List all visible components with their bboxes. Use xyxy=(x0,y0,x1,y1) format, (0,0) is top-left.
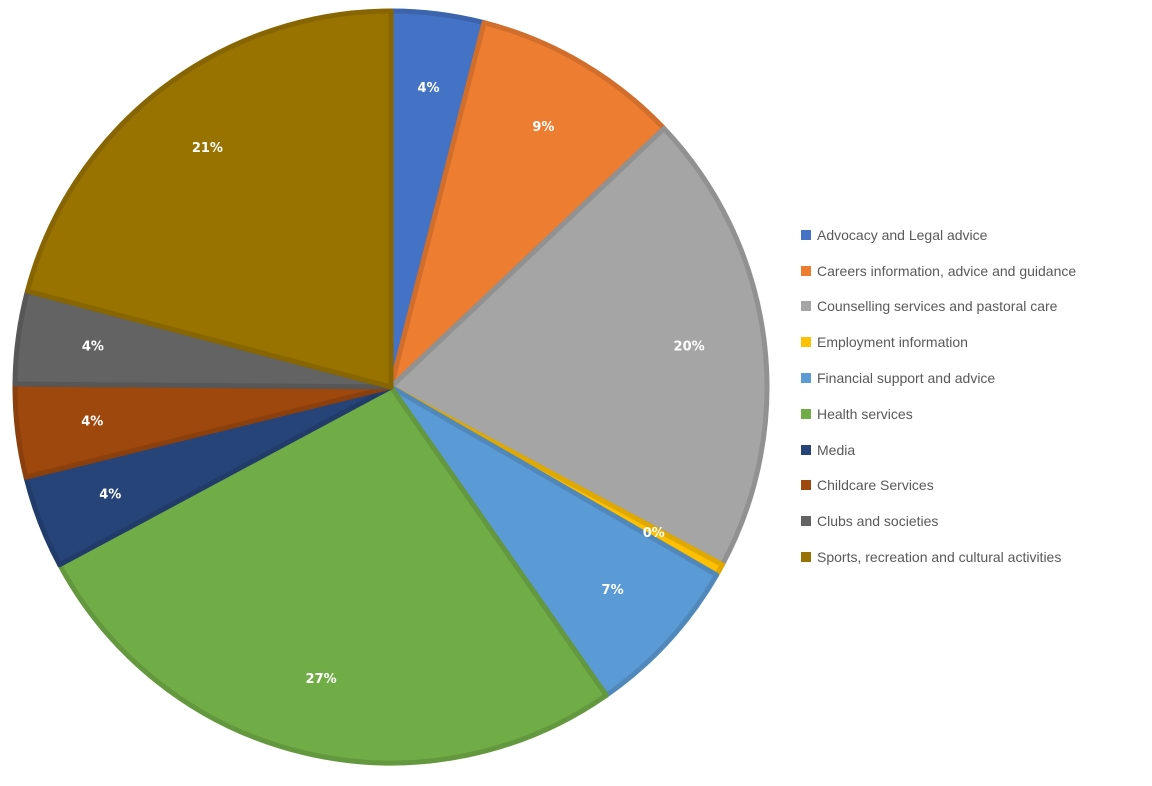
slice-data-label-2: 9% xyxy=(532,120,554,135)
legend-label: Childcare Services xyxy=(817,477,934,494)
slice-data-label-6: 27% xyxy=(306,672,337,687)
legend-item-5: Financial support and advice xyxy=(801,360,1146,396)
pie-slice-6 xyxy=(57,384,609,766)
legend-swatch xyxy=(801,229,811,240)
legend-item-2: Careers information, advice and guidance xyxy=(801,253,1146,289)
chart-legend: Advocacy and Legal advice Careers informa… xyxy=(801,217,1146,575)
legend-label: Clubs and societies xyxy=(817,513,939,530)
slice-data-label-8: 4% xyxy=(81,415,103,430)
legend-swatch xyxy=(801,373,811,384)
legend-item-3: Counselling services and pastoral care xyxy=(801,289,1146,325)
legend-item-6: Health services xyxy=(801,396,1146,432)
legend-swatch xyxy=(801,552,811,563)
legend-label: Advocacy and Legal advice xyxy=(817,226,988,243)
legend-swatch xyxy=(801,337,811,348)
slice-data-label-10: 21% xyxy=(192,141,223,156)
legend-swatch xyxy=(801,516,811,527)
legend-label: Health services xyxy=(817,405,913,422)
legend-item-8: Childcare Services xyxy=(801,468,1146,504)
legend-item-7: Media xyxy=(801,432,1146,468)
slice-data-label-1: 4% xyxy=(417,81,439,96)
legend-label: Media xyxy=(817,441,856,458)
legend-swatch xyxy=(801,408,811,419)
slice-data-label-3: 20% xyxy=(674,340,705,355)
legend-item-10: Sports, recreation and cultural activiti… xyxy=(801,539,1146,575)
legend-label: Employment information xyxy=(817,334,968,351)
legend-swatch xyxy=(801,301,811,312)
legend-item-4: Employment information xyxy=(801,324,1146,360)
legend-label: Careers information, advice and guidance xyxy=(817,262,1077,279)
pie-slice-2 xyxy=(388,20,667,390)
pie-slice-10 xyxy=(24,8,394,390)
legend-label: Counselling services and pastoral care xyxy=(817,298,1058,315)
legend-swatch xyxy=(801,265,811,276)
slice-data-label-4: 0% xyxy=(643,526,665,541)
slice-data-label-5: 7% xyxy=(602,583,624,598)
legend-label: Financial support and advice xyxy=(817,370,996,387)
pie-slice-5 xyxy=(388,384,720,698)
legend-swatch xyxy=(801,480,811,491)
legend-item-1: Advocacy and Legal advice xyxy=(801,217,1146,253)
legend-item-9: Clubs and societies xyxy=(801,503,1146,539)
slice-data-label-7: 4% xyxy=(99,488,121,503)
legend-label: Sports, recreation and cultural activiti… xyxy=(817,549,1062,566)
pie-slice-3 xyxy=(388,126,770,568)
slice-data-label-9: 4% xyxy=(82,340,104,355)
legend-swatch xyxy=(801,444,811,455)
